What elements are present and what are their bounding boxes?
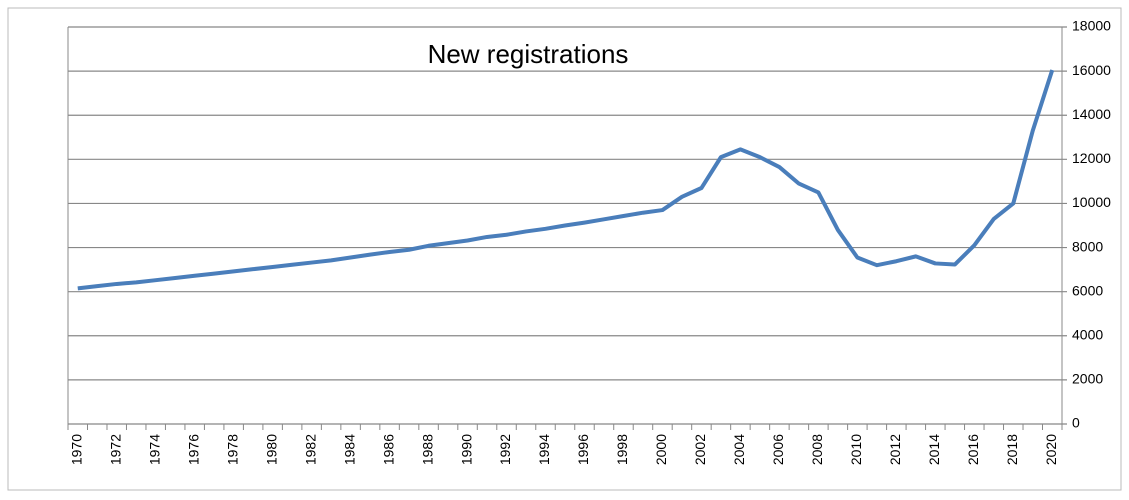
y-tick-label: 16000 [1072, 62, 1111, 78]
x-tick-label: 1988 [419, 434, 435, 465]
y-tick-label: 10000 [1072, 194, 1111, 210]
x-tick-label: 1986 [380, 434, 396, 465]
x-tick-label: 1984 [341, 434, 357, 465]
x-tick-label: 2000 [653, 434, 669, 465]
x-tick-label: 2006 [770, 434, 786, 465]
y-tick-label: 8000 [1072, 238, 1103, 254]
x-tick-label: 2018 [1004, 434, 1020, 465]
x-tick-label: 2012 [887, 434, 903, 465]
x-tick-label: 1978 [224, 434, 240, 465]
x-tick-label: 1998 [614, 434, 630, 465]
x-tick-label: 1980 [263, 434, 279, 465]
y-tick-label: 0 [1072, 415, 1080, 431]
x-tick-label: 1976 [185, 434, 201, 465]
chart-title: New registrations [428, 39, 629, 69]
x-tick-label: 1996 [575, 434, 591, 465]
x-tick-label: 2004 [731, 434, 747, 465]
line-series [77, 69, 1055, 291]
x-tick-label: 2016 [965, 434, 981, 465]
x-tick-label: 2020 [1043, 434, 1059, 465]
x-tick-label: 1990 [458, 434, 474, 465]
y-tick-label: 18000 [1072, 18, 1111, 34]
x-tick-label: 2008 [809, 434, 825, 465]
y-tick-label: 14000 [1072, 106, 1111, 122]
x-tick-label: 1970 [68, 434, 84, 465]
x-tick-label: 1972 [107, 434, 123, 465]
x-tick-label: 1994 [536, 434, 552, 465]
x-tick-label: 2002 [692, 434, 708, 465]
x-tick-label: 1974 [146, 434, 162, 465]
x-tick-label: 1982 [302, 434, 318, 465]
y-tick-label: 6000 [1072, 282, 1103, 298]
chart-frame [7, 7, 1122, 491]
x-tick-label: 2010 [848, 434, 864, 465]
y-tick-label: 2000 [1072, 371, 1103, 387]
x-tick-label: 2014 [926, 434, 942, 465]
y-tick-label: 4000 [1072, 326, 1103, 342]
x-tick-label: 1992 [497, 434, 513, 465]
y-tick-label: 12000 [1072, 150, 1111, 166]
